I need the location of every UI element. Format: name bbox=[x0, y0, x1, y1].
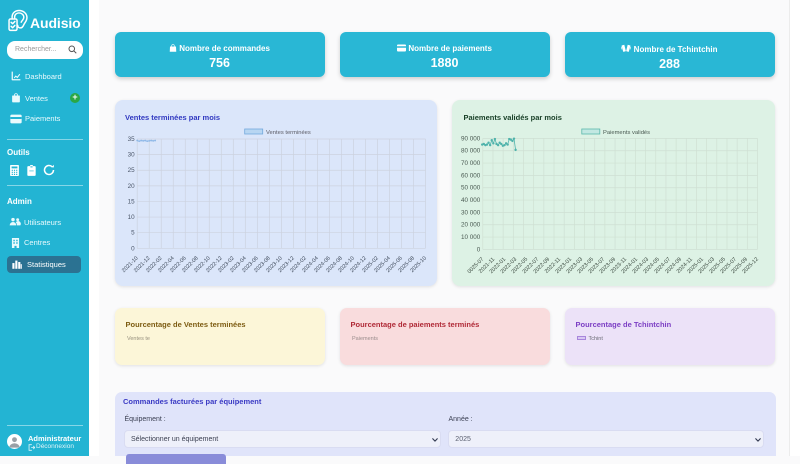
svg-text:20 000: 20 000 bbox=[461, 222, 481, 229]
svg-text:60 000: 60 000 bbox=[461, 172, 481, 179]
svg-text:70 000: 70 000 bbox=[461, 160, 481, 167]
svg-text:Ventes terminées: Ventes terminées bbox=[266, 130, 311, 136]
svg-text:10 000: 10 000 bbox=[461, 234, 481, 241]
svg-text:50 000: 50 000 bbox=[461, 185, 481, 192]
svg-text:90 000: 90 000 bbox=[461, 135, 481, 142]
svg-text:5: 5 bbox=[131, 230, 135, 237]
svg-text:0: 0 bbox=[477, 246, 481, 253]
svg-text:Paiements validés: Paiements validés bbox=[603, 130, 650, 136]
svg-text:0: 0 bbox=[131, 245, 135, 252]
svg-text:80 000: 80 000 bbox=[461, 148, 481, 155]
svg-text:30 000: 30 000 bbox=[461, 209, 481, 216]
svg-text:20: 20 bbox=[128, 183, 136, 190]
svg-text:30: 30 bbox=[128, 152, 136, 159]
svg-text:15: 15 bbox=[128, 198, 136, 205]
svg-text:35: 35 bbox=[128, 136, 136, 143]
svg-text:40 000: 40 000 bbox=[461, 197, 481, 204]
svg-text:25: 25 bbox=[128, 167, 136, 174]
svg-text:10: 10 bbox=[128, 214, 136, 221]
